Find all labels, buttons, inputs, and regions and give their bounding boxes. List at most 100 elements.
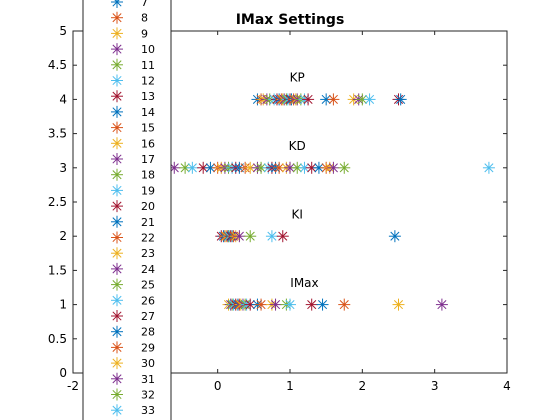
data-point-ki — [265, 230, 278, 243]
legend-label: 8 — [141, 12, 148, 25]
annotation-ki: KI — [292, 208, 303, 222]
y-tick-label: 3 — [59, 161, 67, 175]
legend-marker — [111, 0, 123, 8]
legend-label: 25 — [141, 279, 155, 292]
data-point-kp — [363, 93, 376, 106]
legend-label: 18 — [141, 169, 155, 182]
y-tick-label: 2 — [59, 229, 67, 243]
y-tick-label: 2.5 — [48, 195, 67, 209]
y-tick-label: 5 — [59, 24, 67, 38]
legend-marker — [111, 404, 123, 417]
annotation-kp: KP — [290, 71, 305, 85]
legend-marker — [111, 153, 123, 165]
x-tick-label: 2 — [359, 379, 367, 393]
data-point-imax — [269, 298, 282, 311]
y-tick-label: 1.5 — [48, 263, 67, 277]
legend-label: 17 — [141, 153, 155, 166]
y-tick-label: 1 — [59, 298, 67, 312]
legend-label: 32 — [141, 389, 155, 402]
legend-marker — [111, 294, 123, 307]
x-tick-label: 1 — [286, 379, 294, 393]
legend-label: 30 — [141, 357, 155, 370]
annotation-kd: KD — [289, 139, 306, 153]
legend-marker — [111, 310, 123, 322]
legend-marker — [111, 58, 123, 71]
x-tick-label: 4 — [503, 379, 511, 393]
data-point-imax — [316, 298, 329, 311]
legend-marker — [111, 231, 123, 244]
x-tick-label: 0 — [214, 379, 222, 393]
legend-label: 16 — [141, 137, 155, 150]
legend-marker — [111, 325, 123, 338]
data-point-imax — [338, 298, 351, 311]
data-point-kd — [298, 161, 311, 174]
legend-marker — [111, 105, 123, 118]
legend-label: 19 — [141, 184, 155, 197]
data-point-imax — [392, 298, 405, 311]
legend-label: 11 — [141, 59, 155, 72]
x-tick-label: -2 — [67, 379, 79, 393]
data-point-kd — [305, 161, 318, 174]
legend-label: 24 — [141, 263, 155, 276]
legend: 7 8 9 10 11 12 13 14 15 16 17 18 19 20 21 22 23 24 25 26 27 2… — [82, 0, 172, 420]
legend-marker — [111, 200, 123, 213]
data-point-kp — [327, 93, 340, 106]
data-point-ki — [244, 230, 257, 243]
data-point-kp — [320, 93, 333, 106]
legend-marker — [111, 168, 123, 181]
legend-marker — [111, 43, 123, 56]
legend-label: 7 — [141, 0, 148, 9]
data-point-kd — [284, 161, 296, 174]
data-point-imax — [284, 298, 296, 311]
legend-marker — [111, 215, 123, 228]
legend-label: 29 — [141, 341, 155, 354]
legend-label: 22 — [141, 232, 155, 245]
chart-title: IMax Settings — [236, 12, 345, 28]
y-tick-label: 4 — [59, 92, 67, 106]
legend-box — [82, 0, 172, 420]
legend-label: 12 — [141, 75, 155, 88]
data-point-imax — [255, 298, 268, 311]
legend-label: 10 — [141, 43, 155, 56]
y-tick-label: 0 — [59, 366, 67, 380]
legend-label: 26 — [141, 294, 155, 307]
data-point-ki — [276, 230, 289, 243]
legend-label: 13 — [141, 90, 155, 103]
data-point-kd — [327, 161, 340, 174]
legend-label: 23 — [141, 247, 155, 260]
data-point-ki — [233, 230, 246, 243]
legend-marker — [111, 357, 123, 370]
legend-marker — [111, 27, 123, 40]
legend-label: 33 — [141, 404, 155, 417]
legend-label: 14 — [141, 106, 155, 119]
data-point-imax — [435, 298, 448, 311]
x-tick-label: 3 — [431, 379, 439, 393]
legend-label: 20 — [141, 200, 155, 213]
legend-marker — [111, 11, 123, 24]
data-point-kp — [302, 93, 315, 106]
legend-marker — [111, 247, 123, 260]
data-point-kd — [186, 161, 199, 174]
legend-marker — [111, 74, 123, 87]
legend-marker — [111, 372, 123, 385]
data-point-kd — [244, 161, 257, 174]
legend-marker — [111, 121, 123, 134]
legend-label: 15 — [141, 122, 155, 135]
legend-marker — [111, 278, 123, 291]
y-tick-label: 4.5 — [48, 58, 67, 72]
legend-label: 9 — [141, 27, 148, 40]
legend-label: 28 — [141, 326, 155, 339]
data-point-kd — [338, 161, 351, 174]
data-point-kd — [482, 161, 495, 174]
legend-label: 31 — [141, 373, 155, 386]
data-point-kd — [179, 161, 192, 174]
legend-marker — [111, 184, 123, 197]
legend-label: 27 — [141, 310, 155, 323]
data-point-kp — [394, 93, 407, 106]
data-point-imax — [305, 298, 318, 311]
legend-marker — [111, 341, 123, 354]
annotation-imax: IMax — [290, 276, 318, 290]
data-point-ki — [388, 230, 401, 243]
legend-marker — [111, 90, 123, 103]
